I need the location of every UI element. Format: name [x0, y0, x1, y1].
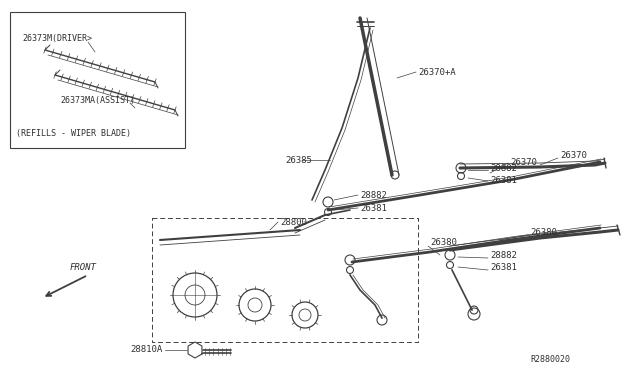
Text: 26381: 26381	[360, 203, 387, 212]
Text: 28810A: 28810A	[130, 346, 163, 355]
Text: (REFILLS - WIPER BLADE): (REFILLS - WIPER BLADE)	[16, 128, 131, 138]
Bar	[10, 12, 185, 148]
Text: 28800: 28800	[280, 218, 307, 227]
Text: 26381: 26381	[490, 176, 517, 185]
Text: 28882: 28882	[490, 164, 517, 173]
Text: 26380: 26380	[530, 228, 557, 237]
Text: 28882: 28882	[360, 190, 387, 199]
Text: 26373MA(ASSIST): 26373MA(ASSIST)	[60, 96, 135, 105]
Text: 26385: 26385	[285, 155, 312, 164]
Text: 26370: 26370	[510, 157, 537, 167]
Text: 26380: 26380	[430, 237, 457, 247]
Text: R2880020: R2880020	[530, 356, 570, 365]
Text: 26370: 26370	[560, 151, 587, 160]
Text: 26381: 26381	[490, 263, 517, 273]
Text: 28882: 28882	[490, 251, 517, 260]
Text: 26370+A: 26370+A	[418, 67, 456, 77]
Text: 26373M(DRIVER>: 26373M(DRIVER>	[22, 33, 92, 42]
Text: FRONT: FRONT	[70, 263, 97, 273]
